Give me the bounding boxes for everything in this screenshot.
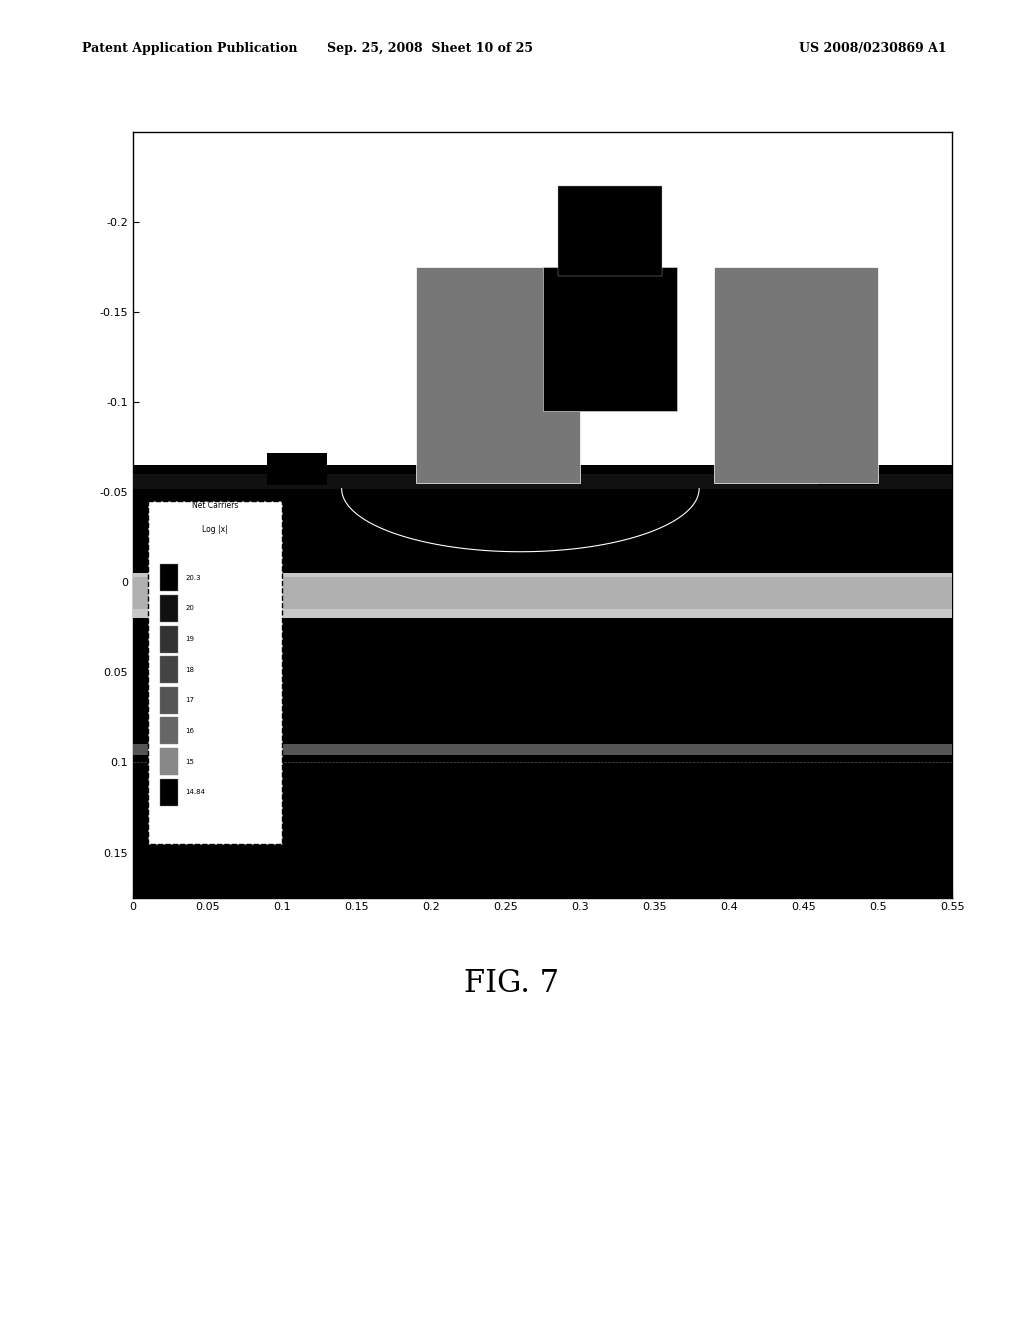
Bar [267, 453, 327, 484]
Bar [133, 483, 952, 577]
Bar [416, 267, 580, 483]
Text: 18: 18 [185, 667, 195, 673]
Bar [160, 626, 178, 652]
Text: Sep. 25, 2008  Sheet 10 of 25: Sep. 25, 2008 Sheet 10 of 25 [327, 42, 534, 55]
Bar [160, 686, 178, 714]
Bar [133, 618, 952, 907]
Text: 20: 20 [185, 606, 195, 611]
Text: Patent Application Publication: Patent Application Publication [82, 42, 297, 55]
Bar [160, 565, 178, 591]
Text: 20.3: 20.3 [185, 574, 201, 581]
Bar [208, 465, 893, 487]
Bar [160, 656, 178, 684]
Bar [160, 595, 178, 622]
Bar [714, 267, 878, 483]
Text: Log |x|: Log |x| [202, 525, 228, 533]
Bar [133, 744, 952, 755]
Bar [543, 267, 677, 412]
Bar [133, 474, 952, 488]
Bar [133, 573, 952, 618]
Text: US 2008/0230869 A1: US 2008/0230869 A1 [799, 42, 946, 55]
Text: FIG. 7: FIG. 7 [465, 968, 559, 999]
Text: 19: 19 [185, 636, 195, 642]
Bar [160, 779, 178, 805]
Text: 17: 17 [185, 697, 195, 704]
Bar [148, 502, 282, 843]
Bar [878, 465, 952, 487]
Text: 14.84: 14.84 [185, 789, 205, 795]
Bar [558, 186, 662, 276]
Bar [818, 453, 878, 484]
Text: 16: 16 [185, 727, 195, 734]
Text: Net Carriers: Net Carriers [191, 502, 239, 511]
Text: 15: 15 [185, 759, 195, 764]
Bar [133, 577, 952, 610]
Bar [133, 465, 416, 487]
Bar [160, 718, 178, 744]
Bar [160, 748, 178, 775]
